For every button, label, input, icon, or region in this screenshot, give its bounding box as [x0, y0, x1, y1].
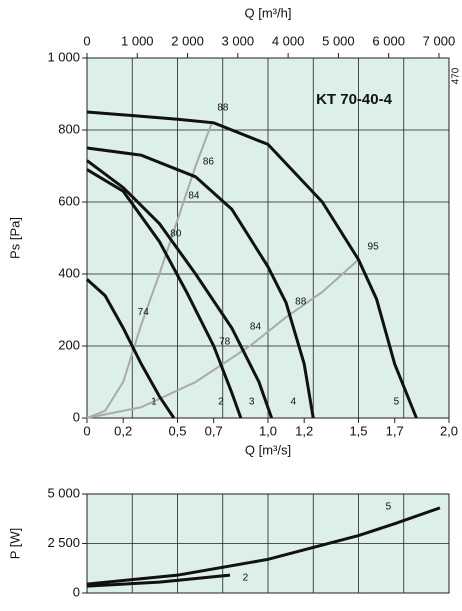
y-tick-label: 400: [58, 265, 80, 280]
x-tick-label: 1,2: [295, 423, 313, 438]
x-axis-label: Q [m³/s]: [245, 442, 291, 457]
annotation: 95: [368, 242, 380, 253]
annotation: 5: [386, 502, 392, 513]
fan-curve: [86, 168, 243, 419]
x2-tick-label: 2 000: [171, 33, 204, 48]
y-tick-label: 1 000: [47, 49, 80, 64]
system-curve: [86, 258, 360, 419]
x2-tick-label: 0: [83, 33, 90, 48]
y-tick-label: 200: [58, 337, 80, 352]
x-tick-label: 0: [83, 423, 90, 438]
y-tick-label: 800: [58, 121, 80, 136]
fan-curve: [85, 278, 176, 419]
x-tick-label: 1,5: [349, 423, 367, 438]
x-tick-label: 1,7: [386, 423, 404, 438]
series-label: 1: [151, 397, 157, 408]
x2-tick-label: 6 000: [372, 33, 405, 48]
fan-curve: [86, 110, 418, 419]
x-tick-label: 2,0: [440, 423, 458, 438]
y-tick-label: 0: [73, 584, 80, 599]
annotation: 78: [219, 337, 231, 348]
x2-tick-label: 1 000: [121, 33, 154, 48]
fan-curve: [86, 146, 315, 419]
x2-tick-label: 5 000: [322, 33, 355, 48]
series-label: 5: [394, 397, 400, 408]
x-tick-label: 0,5: [168, 423, 186, 438]
annotation: 2: [243, 573, 249, 584]
x-tick-label: 1,0: [259, 423, 277, 438]
annotation: 88: [217, 103, 229, 114]
series-label: 3: [249, 397, 255, 408]
annotation: 84: [188, 191, 200, 202]
fan-curve: [86, 573, 231, 588]
chart-title: KT 70-40-4: [316, 91, 393, 108]
y-tick-label: 2 500: [47, 535, 80, 550]
annotation: 86: [203, 157, 215, 168]
x2-tick-label: 7 000: [423, 33, 456, 48]
y-tick-label: 600: [58, 193, 80, 208]
x2-tick-label: 3 000: [222, 33, 255, 48]
annotation: 80: [170, 229, 182, 240]
x2-tick-label: 4 000: [272, 33, 305, 48]
y-axis-label: Ps [Pa]: [7, 217, 22, 259]
y-tick-label: 0: [73, 409, 80, 424]
annotation: 74: [138, 307, 150, 318]
fan-curve: [86, 506, 441, 586]
y-axis-label: P [W]: [7, 528, 22, 560]
x-tick-label: 0,7: [205, 423, 223, 438]
series-label: 4: [290, 397, 296, 408]
x2-axis-label: Q [m³/h]: [245, 5, 292, 20]
annotation: 88: [295, 297, 307, 308]
fan-curve: [86, 159, 274, 419]
series-label: 2: [218, 397, 224, 408]
y-tick-label: 5 000: [47, 485, 80, 500]
x-tick-label: 0,2: [114, 423, 132, 438]
annotation: 84: [250, 322, 262, 333]
side-note: 470: [451, 67, 462, 84]
